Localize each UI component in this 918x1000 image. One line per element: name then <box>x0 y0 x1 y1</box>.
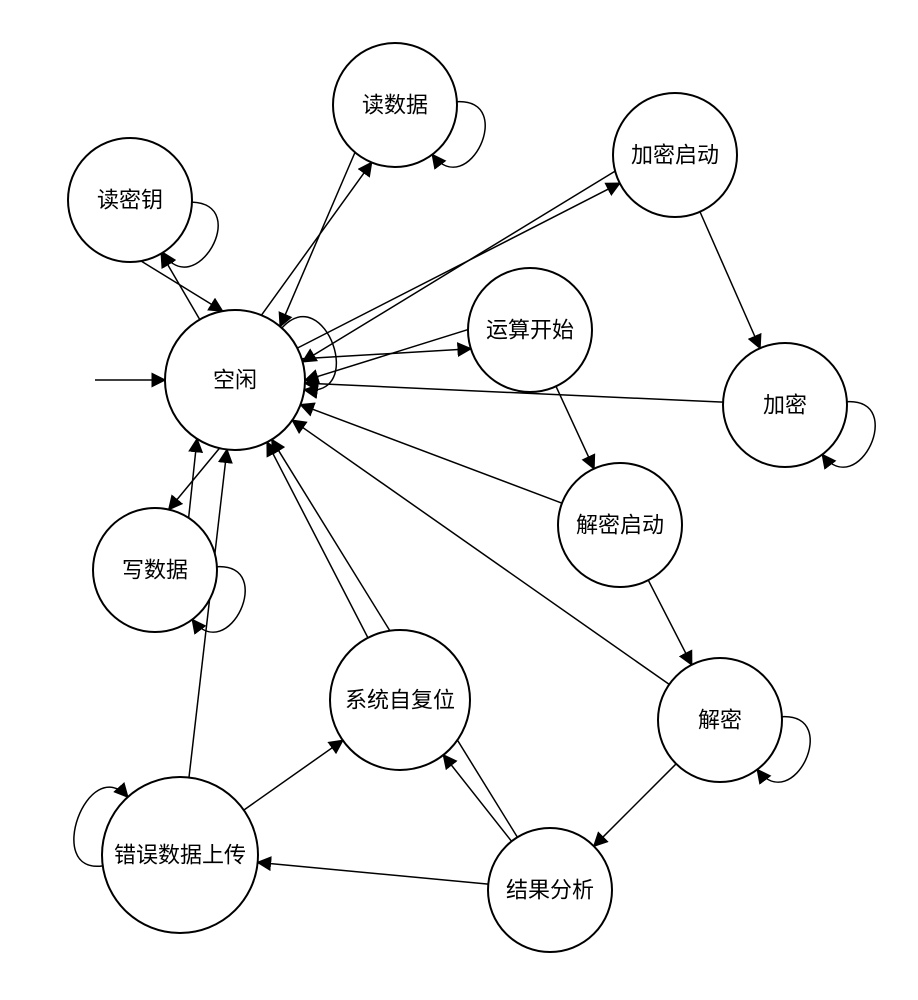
edge-result-self_reset <box>443 755 511 841</box>
node-label-write_data: 写数据 <box>122 558 188 583</box>
edge-idle-read_key <box>161 254 199 320</box>
edge-self_reset-idle <box>267 442 368 638</box>
node-label-encrypt: 加密 <box>763 393 807 418</box>
edge-dec_start-decrypt <box>648 580 691 665</box>
state-diagram: 空闲 读密钥 读数据加密启动运算开始加密解密启动写数据系统自复位解密错误数据上传结果… <box>0 0 918 1000</box>
node-dec_start: 解密启动 <box>558 463 682 587</box>
node-label-read_data: 读数据 <box>362 93 428 118</box>
edge-read_data-idle <box>280 152 355 326</box>
node-label-dec_start: 解密启动 <box>576 513 664 538</box>
node-label-self_reset: 系统自复位 <box>345 688 455 713</box>
nodes-layer: 空闲 读密钥 读数据加密启动运算开始加密解密启动写数据系统自复位解密错误数据上传结果… <box>68 43 847 952</box>
node-label-decrypt: 解密 <box>698 708 742 733</box>
edge-compute_start-dec_start <box>556 386 594 468</box>
node-label-err_upload: 错误数据上传 <box>114 843 246 868</box>
edge-idle-read_data <box>261 162 371 315</box>
node-err_upload: 错误数据上传 <box>102 777 258 933</box>
node-result: 结果分析 <box>488 828 612 952</box>
node-label-result: 结果分析 <box>506 878 594 903</box>
node-read_key: 读密钥 <box>68 138 192 262</box>
edge-read_key-idle <box>141 261 222 311</box>
node-enc_start: 加密启动 <box>613 93 737 217</box>
node-label-enc_start: 加密启动 <box>631 143 719 168</box>
node-label-compute_start: 运算开始 <box>486 318 574 343</box>
node-write_data: 写数据 <box>93 508 217 632</box>
node-idle: 空闲 <box>165 310 305 450</box>
node-label-read_key: 读密钥 <box>97 188 163 213</box>
edge-idle-write_data <box>169 448 220 509</box>
node-encrypt: 加密 <box>723 343 847 467</box>
node-read_data: 读数据 <box>333 43 457 167</box>
node-decrypt: 解密 <box>658 658 782 782</box>
edge-idle-compute_start <box>302 349 471 359</box>
edge-enc_start-encrypt <box>700 212 760 349</box>
edge-write_data-idle <box>189 439 197 518</box>
edge-decrypt-result <box>594 764 676 846</box>
node-compute_start: 运算开始 <box>468 268 592 392</box>
edge-err_upload-self_reset <box>244 740 343 810</box>
edge-result-err_upload <box>258 862 489 884</box>
node-label-idle: 空闲 <box>213 368 257 393</box>
node-self_reset: 系统自复位 <box>330 630 470 770</box>
